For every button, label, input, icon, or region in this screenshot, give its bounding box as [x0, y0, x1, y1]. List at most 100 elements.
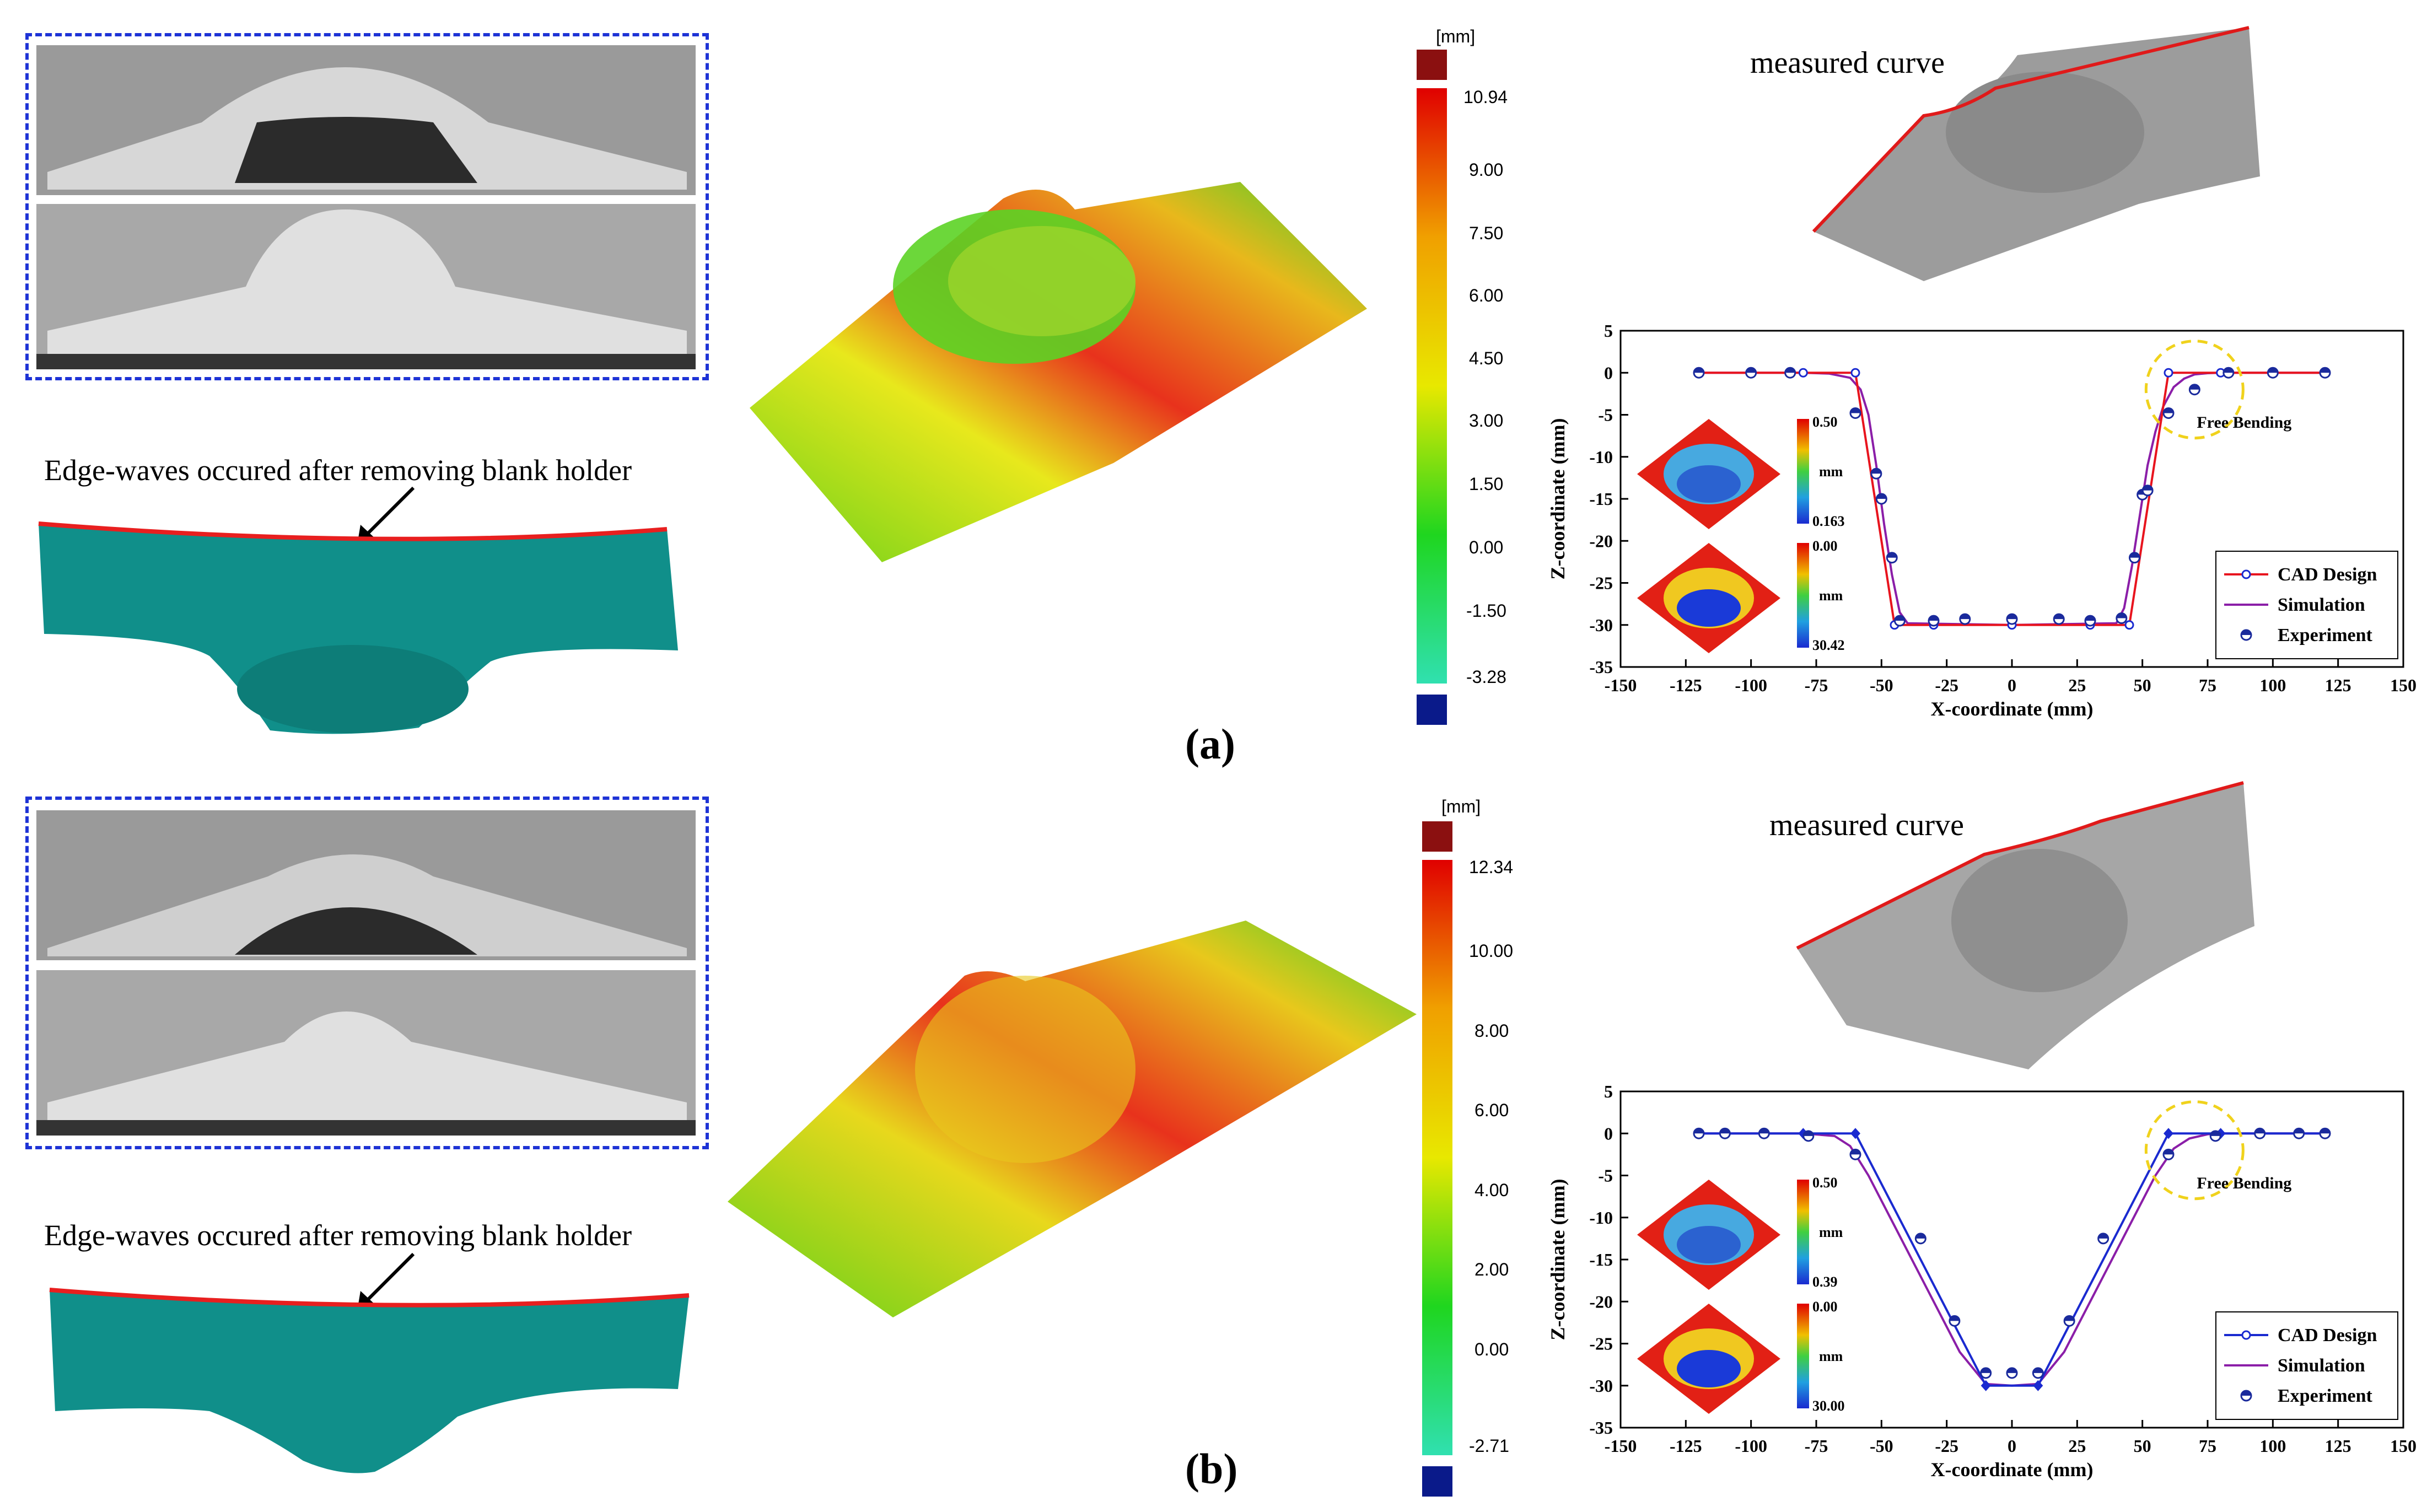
- measured-curve-label-b: measured curve: [1769, 808, 1964, 842]
- edge-wave-annotation-a: Edge-waves occured after removing blank …: [44, 454, 632, 487]
- x-tick-label: 75: [2199, 675, 2216, 695]
- colorbar-a: [1417, 50, 1447, 725]
- inset-center: [1677, 1350, 1741, 1387]
- free-bending-highlight: [2144, 1100, 2245, 1201]
- experiment-point-fill: [1850, 408, 1860, 413]
- inset-min-label: 0.163: [1812, 513, 1845, 529]
- x-tick-label: -100: [1735, 675, 1767, 695]
- experiment-point-fill: [1694, 368, 1704, 373]
- y-tick-label: 5: [1604, 1081, 1613, 1101]
- experiment-point-fill: [2223, 368, 2234, 373]
- y-tick-label: 0: [1604, 363, 1613, 383]
- experiment-point-fill: [2320, 1128, 2330, 1134]
- experiment-point-fill: [2254, 1128, 2265, 1134]
- profile-chart-b: -150 -125 -100 -75 -50 -25 0 25 50 75 100 125 15050-…: [1547, 1081, 2417, 1481]
- x-tick-label: 25: [2068, 1436, 2086, 1456]
- edge-wave-model-a: [38, 521, 678, 734]
- panel-label-b: (b): [1185, 1445, 1238, 1493]
- experiment-point-fill: [1803, 1131, 1813, 1136]
- x-tick-label: -150: [1605, 1436, 1637, 1456]
- cad-design-point: [2164, 368, 2173, 378]
- x-tick-label: 125: [2325, 1436, 2351, 1456]
- x-tick-label: -25: [1935, 1436, 1958, 1456]
- colorbar-tick: 9.00: [1469, 160, 1504, 180]
- experiment-point-fill: [2085, 616, 2095, 621]
- measured-surface-b: [1796, 781, 2254, 1069]
- specimen-photo-side-a: [36, 45, 696, 195]
- x-axis-label: X-coordinate (mm): [1931, 698, 2094, 720]
- x-tick-label: 0: [2008, 1436, 2016, 1456]
- colorbar-tick: -3.28: [1466, 667, 1506, 687]
- cad-design-point: [1850, 1128, 1860, 1139]
- x-tick-label: 150: [2390, 1436, 2417, 1456]
- cad-design-line: [1699, 1132, 2325, 1387]
- y-tick-label: -5: [1598, 1166, 1613, 1186]
- colorbar-tick: 7.50: [1469, 223, 1504, 243]
- experiment-point-fill: [1887, 552, 1897, 558]
- inset-unit-label: mm: [1819, 1348, 1843, 1364]
- colorbar-tick: -2.71: [1469, 1436, 1509, 1456]
- x-tick-label: -100: [1735, 1436, 1767, 1456]
- colorbar-unit-b: [mm]: [1441, 797, 1481, 816]
- deviation-contour-a: [750, 182, 1367, 562]
- legend-label: Simulation: [2278, 595, 2365, 615]
- experiment-point-fill: [2189, 384, 2200, 390]
- colorbar-tick: -1.50: [1466, 601, 1506, 621]
- experiment-point-fill: [1876, 494, 1887, 499]
- colorbar-tick: 10.94: [1463, 87, 1508, 107]
- specimen-photo-front-a: [36, 204, 696, 369]
- colorbar-tick: 3.00: [1469, 411, 1504, 431]
- panel-label-a: (a): [1185, 720, 1235, 768]
- colorbar-b: [1422, 821, 1452, 1497]
- inset-unit-label: mm: [1819, 464, 1843, 480]
- experiment-point-fill: [2033, 1368, 2043, 1373]
- legend-label: Simulation: [2278, 1355, 2365, 1376]
- legend-label: Experiment: [2278, 1386, 2373, 1406]
- cad-design-point: [1981, 1380, 1991, 1391]
- colorbar-tick: 6.00: [1469, 286, 1504, 305]
- y-tick-label: 5: [1604, 321, 1613, 341]
- colorbar-tick: 4.00: [1475, 1180, 1509, 1200]
- x-tick-label: 50: [2134, 1436, 2151, 1456]
- y-tick-label: -15: [1589, 1250, 1613, 1269]
- x-tick-label: -125: [1670, 675, 1702, 695]
- experiment-point-fill: [2164, 1149, 2173, 1155]
- free-bending-label: Free Bending: [2197, 1174, 2291, 1192]
- y-tick-label: -5: [1598, 405, 1613, 425]
- inset-colorbar: [1797, 1304, 1809, 1408]
- profile-chart-a: -150 -125 -100 -75 -50 -25 0 25 50 75 100 125 15050-…: [1547, 321, 2417, 720]
- experiment-point-fill: [2116, 613, 2127, 618]
- x-tick-label: 50: [2134, 675, 2151, 695]
- experiment-point-fill: [2129, 552, 2140, 558]
- x-tick-label: 25: [2068, 675, 2086, 695]
- experiment-point-fill: [2007, 614, 2017, 620]
- y-axis-label: Z-coordinate (mm): [1547, 418, 1569, 580]
- simulation-line: [1699, 372, 2325, 626]
- y-tick-label: 0: [1604, 1123, 1613, 1143]
- free-bending-label: Free Bending: [2197, 413, 2291, 432]
- inset-center: [1677, 1226, 1741, 1263]
- experiment-point-fill: [2294, 1128, 2304, 1134]
- experiment-point-fill: [1694, 1128, 1704, 1134]
- x-tick-label: 125: [2325, 675, 2351, 695]
- y-tick-label: -10: [1589, 1208, 1613, 1228]
- photo-frame-b: [25, 797, 709, 1149]
- x-tick-label: -150: [1605, 675, 1637, 695]
- inset-max-label: 0.50: [1812, 414, 1838, 430]
- experiment-point-fill: [1720, 1128, 1730, 1134]
- experiment-point-fill: [1785, 368, 1795, 373]
- colorbar-tick: 8.00: [1475, 1021, 1509, 1041]
- photo-frame-a: [25, 33, 709, 380]
- free-bending-highlight: [2144, 340, 2245, 440]
- experiment-point-fill: [2098, 1233, 2108, 1239]
- experiment-point-fill: [1949, 1316, 1960, 1321]
- colorbar-tick: 2.00: [1475, 1260, 1509, 1279]
- experiment-point-fill: [2007, 1368, 2017, 1373]
- cad-design-point: [1798, 368, 1808, 378]
- x-tick-label: 100: [2259, 1436, 2286, 1456]
- y-tick-label: -30: [1589, 1376, 1613, 1396]
- legend-label: Experiment: [2278, 625, 2373, 645]
- x-tick-label: 0: [2008, 675, 2016, 695]
- inset-colorbar: [1797, 543, 1809, 648]
- inset-min-label: 30.42: [1812, 637, 1845, 653]
